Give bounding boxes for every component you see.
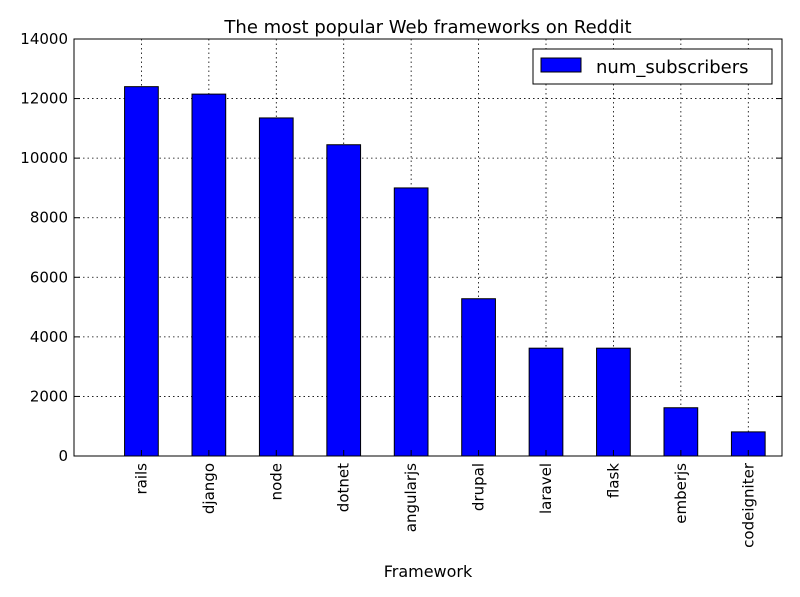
- legend-label: num_subscribers: [596, 57, 749, 78]
- legend-swatch: [540, 57, 582, 73]
- x-tick-label-emberjs: emberjs: [672, 463, 690, 524]
- y-tick-label: 8000: [30, 209, 68, 227]
- x-tick-label-drupal: drupal: [470, 463, 488, 511]
- bar-flask: [596, 347, 631, 457]
- x-tick-label-codeigniter: codeigniter: [739, 462, 757, 548]
- x-tick-label-flask: flask: [604, 463, 622, 498]
- y-axis: 0 2000 4000 6000 8000 10000 12000 14000: [20, 30, 782, 465]
- x-tick-label-angularjs: angularjs: [402, 463, 420, 532]
- y-tick-label: 4000: [30, 328, 68, 346]
- x-tick-label-node: node: [267, 463, 285, 500]
- y-tick-label: 10000: [20, 149, 68, 167]
- x-axis-label: Framework: [384, 562, 473, 581]
- bar-laravel: [528, 347, 564, 457]
- y-tick-label: 6000: [30, 268, 68, 286]
- x-tick-label-dotnet: dotnet: [335, 463, 353, 512]
- x-axis: rails django node dotnet angularjs drupal lara…: [132, 450, 757, 548]
- y-tick-label: 12000: [20, 90, 68, 108]
- bar-dotnet: [326, 144, 362, 457]
- y-tick-label: 14000: [20, 30, 68, 48]
- y-tick-label: 0: [58, 447, 68, 465]
- bars: [124, 86, 766, 457]
- x-tick-label-rails: rails: [132, 463, 150, 495]
- plot-frame: [73, 38, 783, 457]
- bar-angularjs: [393, 187, 429, 457]
- bar-node: [258, 117, 294, 457]
- bar-emberjs: [663, 407, 699, 457]
- bar-drupal: [461, 298, 496, 457]
- chart-title: The most popular Web frameworks on Reddi…: [223, 17, 631, 38]
- bar-django: [191, 93, 227, 457]
- x-tick-label-django: django: [200, 463, 218, 514]
- x-tick-label-laravel: laravel: [537, 463, 555, 514]
- legend: num_subscribers: [532, 48, 773, 85]
- y-tick-label: 2000: [30, 387, 68, 405]
- bar-rails: [124, 86, 159, 457]
